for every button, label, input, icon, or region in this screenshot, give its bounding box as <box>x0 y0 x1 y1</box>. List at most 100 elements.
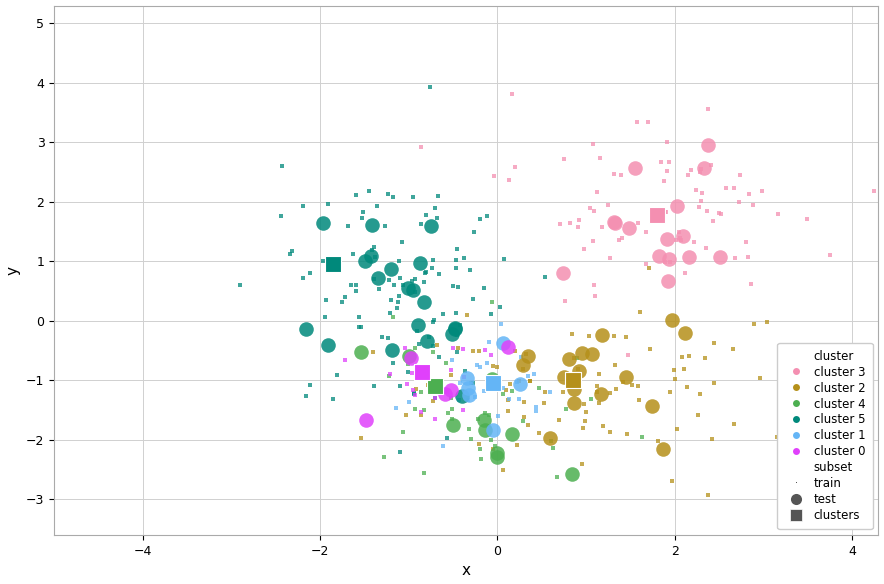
Point <box>657 176 671 185</box>
Point <box>632 395 646 404</box>
Point <box>672 227 686 237</box>
Point <box>423 332 437 342</box>
Point <box>665 316 679 325</box>
Point <box>402 397 416 406</box>
Point <box>385 359 400 368</box>
Point <box>591 387 605 397</box>
Point <box>566 376 580 385</box>
Point <box>639 228 653 237</box>
Point <box>559 404 573 413</box>
Point <box>446 356 460 365</box>
Point <box>466 294 480 304</box>
Point <box>521 420 535 430</box>
Point <box>417 468 431 478</box>
Point <box>755 186 769 195</box>
Point <box>656 444 670 453</box>
Point <box>274 212 288 221</box>
Point <box>571 215 585 225</box>
Point <box>620 332 634 341</box>
Point <box>658 208 672 217</box>
Point <box>368 242 382 251</box>
Point <box>705 434 720 444</box>
Point <box>747 319 761 329</box>
Point <box>491 452 505 461</box>
Point <box>344 280 358 290</box>
Point <box>485 374 499 384</box>
Point <box>398 343 412 352</box>
Point <box>744 280 758 289</box>
Point <box>406 386 420 395</box>
Point <box>530 402 544 412</box>
Point <box>687 237 701 246</box>
Point <box>295 201 309 210</box>
Point <box>624 381 638 390</box>
Point <box>595 330 609 339</box>
Point <box>326 260 340 269</box>
Point <box>412 340 426 349</box>
Point <box>823 250 837 259</box>
Point <box>532 429 546 438</box>
Point <box>606 169 621 179</box>
X-axis label: x: x <box>461 564 471 578</box>
Point <box>513 377 527 386</box>
Point <box>393 274 408 283</box>
Point <box>469 392 483 401</box>
Point <box>553 220 568 229</box>
Point <box>423 221 438 230</box>
Point <box>446 281 461 291</box>
Point <box>604 253 618 263</box>
Point <box>348 280 362 290</box>
Point <box>499 385 513 395</box>
Point <box>496 383 510 392</box>
Point <box>418 370 432 380</box>
Point <box>733 171 747 180</box>
Point <box>460 373 474 383</box>
Point <box>477 284 492 293</box>
Point <box>453 378 467 387</box>
Point <box>575 459 589 468</box>
Point <box>456 253 470 262</box>
Point <box>516 364 530 374</box>
Point <box>516 360 530 369</box>
Point <box>588 291 602 300</box>
Point <box>454 391 469 400</box>
Point <box>590 187 604 196</box>
Point <box>485 297 499 307</box>
Point <box>490 363 504 372</box>
Point <box>482 411 496 420</box>
Point <box>497 254 511 263</box>
Point <box>411 320 425 329</box>
Point <box>446 420 461 430</box>
Point <box>682 352 696 361</box>
Point <box>501 343 515 352</box>
Point <box>424 263 438 272</box>
Point <box>393 381 408 391</box>
Point <box>590 381 604 391</box>
Point <box>473 445 487 454</box>
Point <box>438 390 452 399</box>
Point <box>487 172 501 181</box>
Point <box>770 432 784 442</box>
Point <box>408 384 423 394</box>
Point <box>449 255 463 265</box>
Point <box>423 82 437 91</box>
Point <box>678 328 692 338</box>
Point <box>377 453 392 462</box>
Point <box>603 427 617 437</box>
Point <box>375 333 389 342</box>
Point <box>486 361 500 370</box>
Point <box>402 352 416 361</box>
Point <box>667 374 682 384</box>
Point <box>707 339 721 348</box>
Point <box>466 346 480 356</box>
Point <box>430 340 444 350</box>
Point <box>408 343 422 352</box>
Point <box>480 212 494 221</box>
Point <box>453 321 468 330</box>
Point <box>352 322 366 332</box>
Point <box>408 404 422 413</box>
Point <box>500 406 514 416</box>
Point <box>450 244 464 253</box>
Point <box>395 238 409 247</box>
Point <box>691 411 705 420</box>
